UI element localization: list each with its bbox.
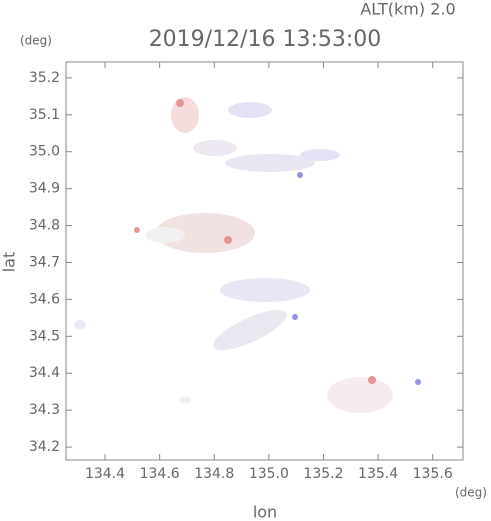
plot-frame [65, 61, 464, 461]
echo [213, 309, 287, 351]
y-tick-label: 34.3 [29, 402, 60, 418]
y-tick-label: 34.5 [29, 328, 60, 344]
x-tick-label: 135.2 [303, 466, 343, 482]
echo [220, 278, 310, 302]
echo [74, 320, 86, 330]
echo [224, 236, 232, 244]
y-unit: (deg) [20, 34, 52, 48]
y-tick-label: 34.8 [29, 218, 60, 234]
echo [225, 154, 315, 172]
y-tick-label: 35.0 [29, 144, 60, 160]
y-tick-label: 34.9 [29, 181, 60, 197]
x-unit: (deg) [455, 486, 487, 500]
y-tick-label: 34.4 [29, 365, 60, 381]
echo [134, 227, 140, 233]
echo [300, 149, 340, 161]
y-tick-label: 34.6 [29, 291, 60, 307]
y-tick-label: 35.1 [29, 107, 60, 123]
chart-title: 2019/12/16 13:53:00 [149, 27, 382, 52]
echo [171, 97, 199, 133]
y-tick-label: 34.2 [29, 439, 60, 455]
echo [228, 102, 272, 118]
echo [368, 376, 376, 384]
echo [179, 396, 191, 404]
echo [193, 140, 237, 156]
y-tick-label: 35.2 [29, 70, 60, 86]
altitude: ALT(km) 2.0 [360, 0, 455, 19]
echoes [74, 97, 421, 413]
echo [297, 172, 303, 178]
x-label: lon [253, 503, 277, 521]
y-tick-label: 34.7 [29, 254, 60, 270]
x-tick-label: 134.4 [85, 466, 125, 482]
x-tick-label: 134.8 [194, 466, 234, 482]
echo [327, 377, 393, 413]
echo [292, 314, 298, 320]
x-tick-label: 135.0 [249, 466, 289, 482]
echo [145, 227, 185, 243]
y-label: lat [0, 252, 19, 273]
x-tick-label: 134.6 [140, 466, 180, 482]
echo [176, 99, 184, 107]
echo [415, 379, 421, 385]
x-tick-label: 135.6 [413, 466, 453, 482]
x-tick-label: 135.4 [358, 466, 398, 482]
